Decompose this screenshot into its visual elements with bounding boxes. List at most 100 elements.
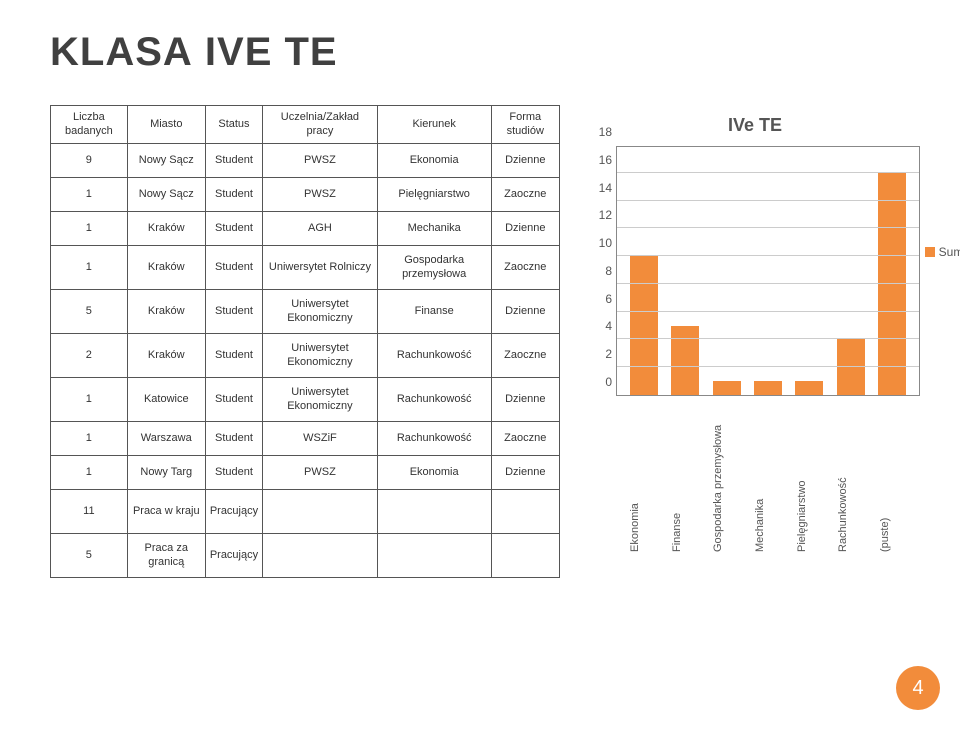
- table-cell: Student: [205, 178, 262, 212]
- table-cell: AGH: [263, 212, 378, 246]
- table-cell: Nowy Targ: [127, 456, 205, 490]
- bar-chart: IVe TE 024681012141618 EkonomiaFinanseGo…: [590, 105, 920, 578]
- table-cell: Nowy Sącz: [127, 178, 205, 212]
- table-cell: 1: [51, 178, 128, 212]
- chart-ytick: 4: [605, 319, 612, 333]
- table-row: 1Nowy TargStudentPWSZEkonomiaDzienne: [51, 456, 560, 490]
- table-row: 9Nowy SączStudentPWSZEkonomiaDzienne: [51, 144, 560, 178]
- table-cell: Uniwersytet Ekonomiczny: [263, 334, 378, 378]
- table-cell: Kraków: [127, 246, 205, 290]
- chart-ytick: 8: [605, 264, 612, 278]
- table-cell: Uniwersytet Ekonomiczny: [263, 290, 378, 334]
- chart-ytick: 16: [599, 153, 612, 167]
- legend-label: Suma: [939, 245, 960, 259]
- chart-bar: [630, 256, 658, 395]
- table-row: 1KrakówStudentUniwersytet RolniczyGospod…: [51, 246, 560, 290]
- table-row: 1KrakówStudentAGHMechanikaDzienne: [51, 212, 560, 246]
- table-cell: Uniwersytet Rolniczy: [263, 246, 378, 290]
- chart-bar: [878, 173, 906, 395]
- table-cell: Student: [205, 212, 262, 246]
- table-cell: Rachunkowość: [377, 378, 491, 422]
- table-cell: Student: [205, 378, 262, 422]
- table-cell: Student: [205, 290, 262, 334]
- slide-title: KLASA IVE TE: [50, 30, 920, 75]
- table-cell: PWSZ: [263, 456, 378, 490]
- table-cell: 5: [51, 534, 128, 578]
- table-header: Liczba badanych: [51, 106, 128, 144]
- chart-title: IVe TE: [590, 115, 920, 136]
- table-header: Forma studiów: [491, 106, 559, 144]
- table-row: 1KatowiceStudentUniwersytet EkonomicznyR…: [51, 378, 560, 422]
- chart-xaxis: EkonomiaFinanseGospodarka przemysłowaMec…: [616, 396, 920, 552]
- table-cell: Student: [205, 334, 262, 378]
- chart-bar: [713, 381, 741, 395]
- table-row: 11Praca w krajuPracujący: [51, 490, 560, 534]
- table-cell: Student: [205, 144, 262, 178]
- table-cell: Zaoczne: [491, 246, 559, 290]
- table-header: Kierunek: [377, 106, 491, 144]
- table-cell: [377, 490, 491, 534]
- chart-bar: [671, 326, 699, 395]
- table-cell: [263, 534, 378, 578]
- table-cell: Pracujący: [205, 490, 262, 534]
- chart-xlabel: Mechanika: [754, 402, 782, 552]
- chart-xlabel: Gospodarka przemysłowa: [712, 402, 740, 552]
- chart-ytick: 14: [599, 181, 612, 195]
- chart-ytick: 12: [599, 208, 612, 222]
- chart-legend: Suma: [925, 245, 960, 259]
- table-cell: 11: [51, 490, 128, 534]
- table-cell: [491, 534, 559, 578]
- table-cell: Uniwersytet Ekonomiczny: [263, 378, 378, 422]
- table-header: Miasto: [127, 106, 205, 144]
- table-cell: Zaoczne: [491, 178, 559, 212]
- data-table: Liczba badanychMiastoStatusUczelnia/Zakł…: [50, 105, 560, 578]
- table-cell: PWSZ: [263, 178, 378, 212]
- table-cell: 9: [51, 144, 128, 178]
- table-cell: [263, 490, 378, 534]
- page-number-badge: 4: [896, 666, 940, 710]
- table-row: 1WarszawaStudentWSZiFRachunkowośćZaoczne: [51, 422, 560, 456]
- table-row: 5Praca za granicąPracujący: [51, 534, 560, 578]
- chart-ytick: 10: [599, 236, 612, 250]
- table-cell: Student: [205, 456, 262, 490]
- table-cell: Zaoczne: [491, 422, 559, 456]
- table-cell: Student: [205, 422, 262, 456]
- table-cell: Mechanika: [377, 212, 491, 246]
- table-cell: Kraków: [127, 212, 205, 246]
- table-cell: Praca za granicą: [127, 534, 205, 578]
- table-cell: Kraków: [127, 334, 205, 378]
- table-cell: Pracujący: [205, 534, 262, 578]
- chart-ytick: 2: [605, 347, 612, 361]
- chart-ytick: 0: [605, 375, 612, 389]
- table-cell: Warszawa: [127, 422, 205, 456]
- table-header: Uczelnia/Zakład pracy: [263, 106, 378, 144]
- chart-plot: [616, 146, 920, 396]
- chart-ytick: 18: [599, 125, 612, 139]
- chart-bar: [754, 381, 782, 395]
- table-cell: Ekonomia: [377, 456, 491, 490]
- table-cell: 1: [51, 212, 128, 246]
- table-cell: 1: [51, 422, 128, 456]
- legend-swatch: [925, 247, 935, 257]
- table-cell: 5: [51, 290, 128, 334]
- table-cell: [377, 534, 491, 578]
- table-cell: Rachunkowość: [377, 334, 491, 378]
- table-cell: WSZiF: [263, 422, 378, 456]
- table-header: Status: [205, 106, 262, 144]
- table-cell: Ekonomia: [377, 144, 491, 178]
- chart-bar: [795, 381, 823, 395]
- table-row: 5KrakówStudentUniwersytet EkonomicznyFin…: [51, 290, 560, 334]
- table-cell: 2: [51, 334, 128, 378]
- table-row: 2KrakówStudentUniwersytet EkonomicznyRac…: [51, 334, 560, 378]
- table-cell: Gospodarka przemysłowa: [377, 246, 491, 290]
- table-cell: [491, 490, 559, 534]
- table-cell: 1: [51, 246, 128, 290]
- table-cell: Pielęgniarstwo: [377, 178, 491, 212]
- table-cell: Kraków: [127, 290, 205, 334]
- table-cell: Dzienne: [491, 144, 559, 178]
- table-cell: 1: [51, 378, 128, 422]
- table-cell: Nowy Sącz: [127, 144, 205, 178]
- table-cell: Katowice: [127, 378, 205, 422]
- table-cell: Dzienne: [491, 212, 559, 246]
- table-row: 1Nowy SączStudentPWSZPielęgniarstwoZaocz…: [51, 178, 560, 212]
